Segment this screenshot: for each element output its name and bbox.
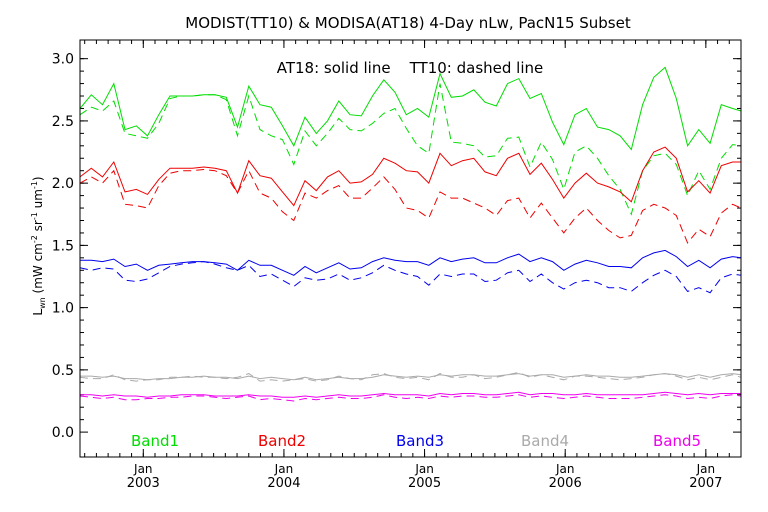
y-axis-label-main: L xyxy=(31,309,45,316)
x-tick-month: Jan xyxy=(414,462,434,476)
series-band5-dashed xyxy=(79,394,742,402)
y-tick-label: 1.5 xyxy=(52,238,74,254)
legend-band4: Band4 xyxy=(521,432,569,450)
legend-band1: Band1 xyxy=(131,432,179,450)
series-band2-solid xyxy=(79,146,741,207)
y-tick-label: 0.0 xyxy=(52,425,74,441)
y-axis: 0.0 0.5 1.0 1.5 2.0 2.5 3.0 xyxy=(52,52,741,441)
y-axis-label-sub: wn xyxy=(38,297,47,309)
y-axis-label-units: (mW cm xyxy=(31,243,45,297)
series-band4-solid xyxy=(80,373,742,381)
series-band3-dashed xyxy=(79,261,742,294)
x-tick-month: Jan xyxy=(133,462,153,476)
x-tick-year: 2005 xyxy=(408,476,441,491)
y-tick-label: 2.5 xyxy=(52,114,74,130)
y-tick-label: 0.5 xyxy=(52,363,74,379)
y-tick-label: 3.0 xyxy=(52,52,74,68)
legend-band3: Band3 xyxy=(396,432,444,450)
chart-title: MODIST(TT10) & MODISA(AT18) 4-Day nLw, P… xyxy=(185,14,631,32)
x-tick-month: Jan xyxy=(274,462,294,476)
y-axis-label-exp3: -1 xyxy=(30,181,39,189)
legend-band2: Band2 xyxy=(258,432,306,450)
x-tick-year: 2004 xyxy=(267,476,300,491)
y-tick-label: 1.0 xyxy=(52,301,74,317)
legend-band5: Band5 xyxy=(653,432,701,450)
series-band4-dashed xyxy=(79,371,742,382)
line-style-annotation: AT18: solid line TT10: dashed line xyxy=(277,59,544,77)
x-tick-year: 2007 xyxy=(689,476,722,491)
x-tick-year: 2003 xyxy=(127,476,160,491)
x-tick-year: 2006 xyxy=(549,476,582,491)
y-axis-label-mid2: um xyxy=(31,189,45,212)
x-tick-month: Jan xyxy=(555,462,575,476)
y-axis-label-end: ) xyxy=(31,176,45,181)
series-band3-solid xyxy=(80,249,742,276)
series-lines xyxy=(79,66,742,402)
y-axis-label-exp1: -2 xyxy=(30,235,39,243)
y-axis-label-exp2: -1 xyxy=(30,212,39,220)
legend: Band1 Band2 Band3 Band4 Band5 xyxy=(131,432,701,450)
series-band2-dashed xyxy=(79,168,742,244)
y-tick-label: 2.0 xyxy=(52,176,74,192)
x-tick-month: Jan xyxy=(696,462,716,476)
y-axis-label: Lwn (mW cm-2 sr-1 um-1) xyxy=(30,176,47,315)
series-band1-dashed xyxy=(79,83,742,216)
series-band5-solid xyxy=(80,391,741,398)
series-band1-solid xyxy=(79,66,742,151)
y-axis-label-mid: sr xyxy=(31,220,45,235)
plot-frame xyxy=(79,39,742,458)
